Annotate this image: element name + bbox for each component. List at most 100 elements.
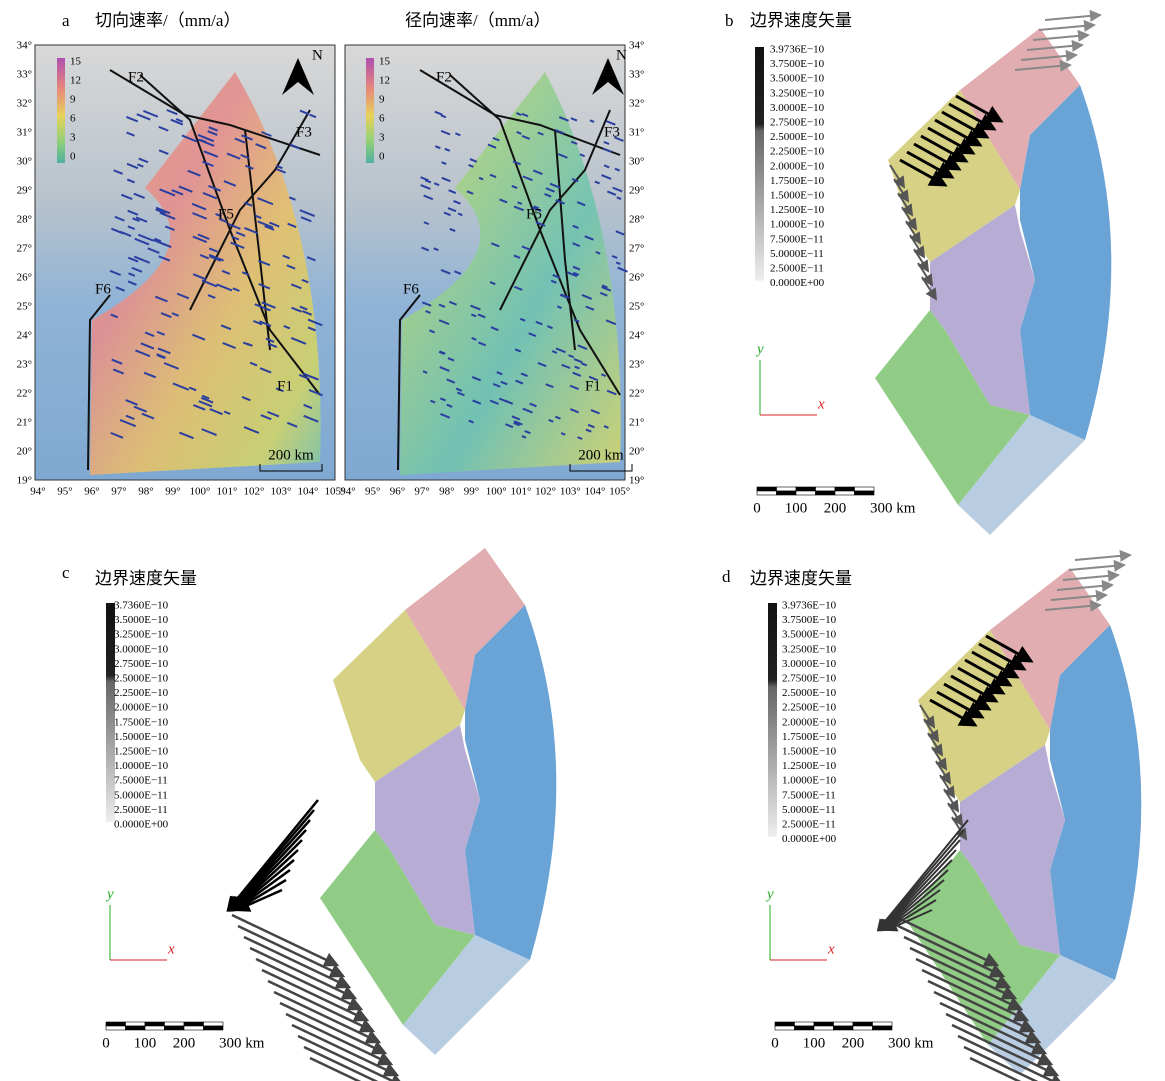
scale-label: 0 [102, 1035, 110, 1051]
scale-segment [855, 491, 875, 495]
lat-label: 26° [629, 272, 644, 284]
colorbar-label: 12 [70, 75, 81, 87]
fault-label: F3 [296, 124, 312, 140]
model-c [320, 548, 556, 1055]
scale-segment [777, 491, 797, 495]
scale-segment [834, 1026, 854, 1030]
lon-label: 99° [165, 486, 180, 498]
lon-label: 95° [57, 486, 72, 498]
map-title: 切向速率/（mm/a） [95, 11, 240, 30]
lat-label: 28° [629, 214, 644, 226]
legend-label: 3.7500E−10 [770, 58, 825, 70]
legend-label: 2.2500E−10 [782, 702, 837, 714]
legend-label: 1.2500E−10 [782, 760, 837, 772]
lat-label: 30° [17, 156, 32, 168]
legend-label: 2.5000E−11 [770, 263, 824, 275]
legend-label: 3.0000E−10 [782, 658, 837, 670]
scale-segment [835, 487, 855, 491]
legend-label: 3.2500E−10 [114, 629, 169, 641]
scale-segment [126, 1022, 146, 1026]
legend-bar [768, 603, 777, 837]
legend-label: 5.0000E−11 [782, 804, 836, 816]
legend-bar [755, 47, 764, 281]
model-b [875, 28, 1111, 535]
scale-segment [777, 487, 797, 491]
colorbar-label: 12 [379, 75, 390, 87]
scale-segment [814, 1022, 834, 1026]
legend-label: 2.5000E−10 [770, 131, 825, 143]
scale-label: 0 [771, 1035, 779, 1051]
north-label: N [312, 47, 323, 63]
colorbar-label: 9 [379, 94, 385, 106]
axis-label: y [765, 886, 774, 902]
lat-label: 31° [629, 127, 644, 139]
lon-label: 102° [244, 486, 265, 498]
legend-label: 3.9736E−10 [770, 44, 825, 56]
colorbar-label: 6 [379, 113, 385, 125]
legend-label: 7.5000E−11 [782, 789, 836, 801]
lon-label: 99° [464, 486, 479, 498]
lat-label: 27° [629, 243, 644, 255]
legend-label: 7.5000E−11 [114, 775, 168, 787]
lon-label: 101° [510, 486, 531, 498]
scale-segment [757, 491, 777, 495]
lat-label: 22° [17, 388, 32, 400]
legend-label: 1.7500E−10 [782, 731, 837, 743]
lon-label: 95° [365, 486, 380, 498]
scale-segment [816, 491, 836, 495]
legend-label: 5.0000E−11 [114, 789, 168, 801]
scale-label: 100 [785, 500, 808, 516]
scale-segment [145, 1022, 165, 1026]
legend-label: 0.0000E+00 [770, 277, 825, 289]
legend-label: 3.2500E−10 [770, 87, 825, 99]
legend-label: 2.7500E−10 [782, 673, 837, 685]
scale-segment [853, 1022, 873, 1026]
legend-label: 2.7500E−10 [770, 117, 825, 129]
legend-label: 3.0000E−10 [770, 102, 825, 114]
scale-segment [106, 1026, 126, 1030]
legend-label: 2.0000E−10 [114, 702, 169, 714]
lon-label: 101° [217, 486, 238, 498]
lat-label: 28° [17, 214, 32, 226]
scale-segment [835, 491, 855, 495]
boundary-vector [233, 850, 298, 910]
scale-label: 0 [753, 500, 761, 516]
legend-label: 1.2500E−10 [770, 204, 825, 216]
map-right [345, 45, 625, 480]
lat-label: 21° [17, 417, 32, 429]
fault-label: F3 [604, 124, 620, 140]
panel-title: 边界速度矢量 [750, 569, 852, 588]
scale-label: 200 [173, 1035, 196, 1051]
fault-label: F1 [277, 378, 293, 394]
lat-label: 24° [629, 330, 644, 342]
panel-label: d [722, 567, 731, 586]
fault-label: F5 [526, 206, 542, 222]
fault-label: F1 [585, 378, 601, 394]
lat-label: 32° [17, 98, 32, 110]
legend-label: 1.2500E−10 [114, 746, 169, 758]
colorbar-label: 3 [379, 132, 385, 144]
scale-segment [775, 1026, 795, 1030]
lon-label: 100° [486, 486, 507, 498]
panel-label: c [62, 563, 70, 582]
legend-label: 3.5000E−10 [782, 629, 837, 641]
lat-label: 34° [629, 40, 644, 52]
scale-segment [814, 1026, 834, 1030]
colorbar-label: 3 [70, 132, 76, 144]
lat-label: 26° [17, 272, 32, 284]
scale-segment [873, 1022, 893, 1026]
scale-segment [184, 1022, 204, 1026]
legend-label: 3.2500E−10 [782, 643, 837, 655]
scale-segment [126, 1026, 146, 1030]
scale-label: 300 km [219, 1035, 265, 1051]
scale-label: 200 km [268, 447, 314, 463]
scale-segment [795, 1022, 815, 1026]
scale-segment [855, 487, 875, 491]
scale-segment [165, 1026, 185, 1030]
legend-label: 3.0000E−10 [114, 643, 169, 655]
lat-label: 24° [17, 330, 32, 342]
panel-label: a [62, 11, 70, 30]
legend-label: 3.7500E−10 [782, 614, 837, 626]
axis-label: x [167, 941, 175, 957]
scale-label: 100 [803, 1035, 826, 1051]
